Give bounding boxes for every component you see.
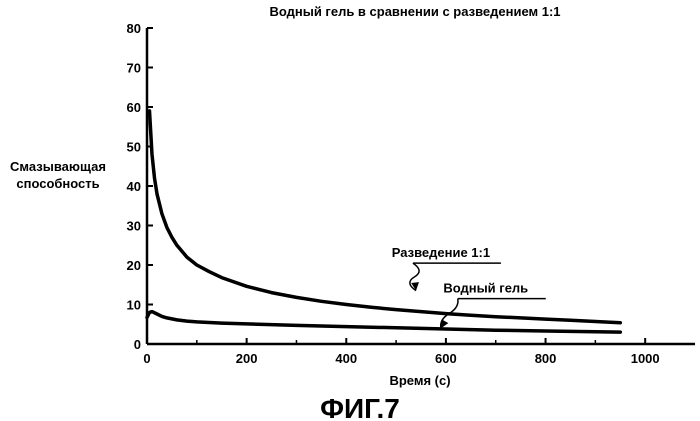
x-tick-label: 600 [435,351,457,366]
x-tick-label: 1000 [631,351,660,366]
lubricity-chart: Водный гель в сравнении с разведением 1:… [0,0,700,421]
y-tick-label: 10 [127,298,141,313]
y-tick-label: 80 [127,21,141,36]
y-tick-label: 40 [127,179,141,194]
y-axis-label-line-2: способность [16,176,99,191]
y-tick-label: 20 [127,258,141,273]
y-axis-label-line-1: Смазывающая [10,159,106,174]
figure-label: ФИГ.7 [320,393,400,421]
x-tick-label: 200 [236,351,258,366]
axes [147,28,695,344]
x-tick-label: 400 [335,351,357,366]
x-tick-label: 0 [143,351,150,366]
y-tick-label: 0 [134,337,141,352]
ticks: 0102030405060708002004006008001000 [127,21,660,366]
series-lines [147,111,620,332]
series-line-1 [150,111,621,323]
chart-title: Водный гель в сравнении с разведением 1:… [269,4,560,19]
x-axis-label: Время (с) [389,373,450,388]
x-tick-label: 800 [535,351,557,366]
annotation-label-1: Разведение 1:1 [392,245,490,260]
y-axis-label: Смазывающая способность [10,159,106,191]
annotation-arrowhead-2 [441,319,448,328]
annotation-label-2: Водный гель [443,281,528,296]
y-tick-label: 70 [127,61,141,76]
y-tick-label: 30 [127,219,141,234]
y-tick-label: 50 [127,140,141,155]
y-tick-label: 60 [127,100,141,115]
series-line-2 [147,312,620,333]
